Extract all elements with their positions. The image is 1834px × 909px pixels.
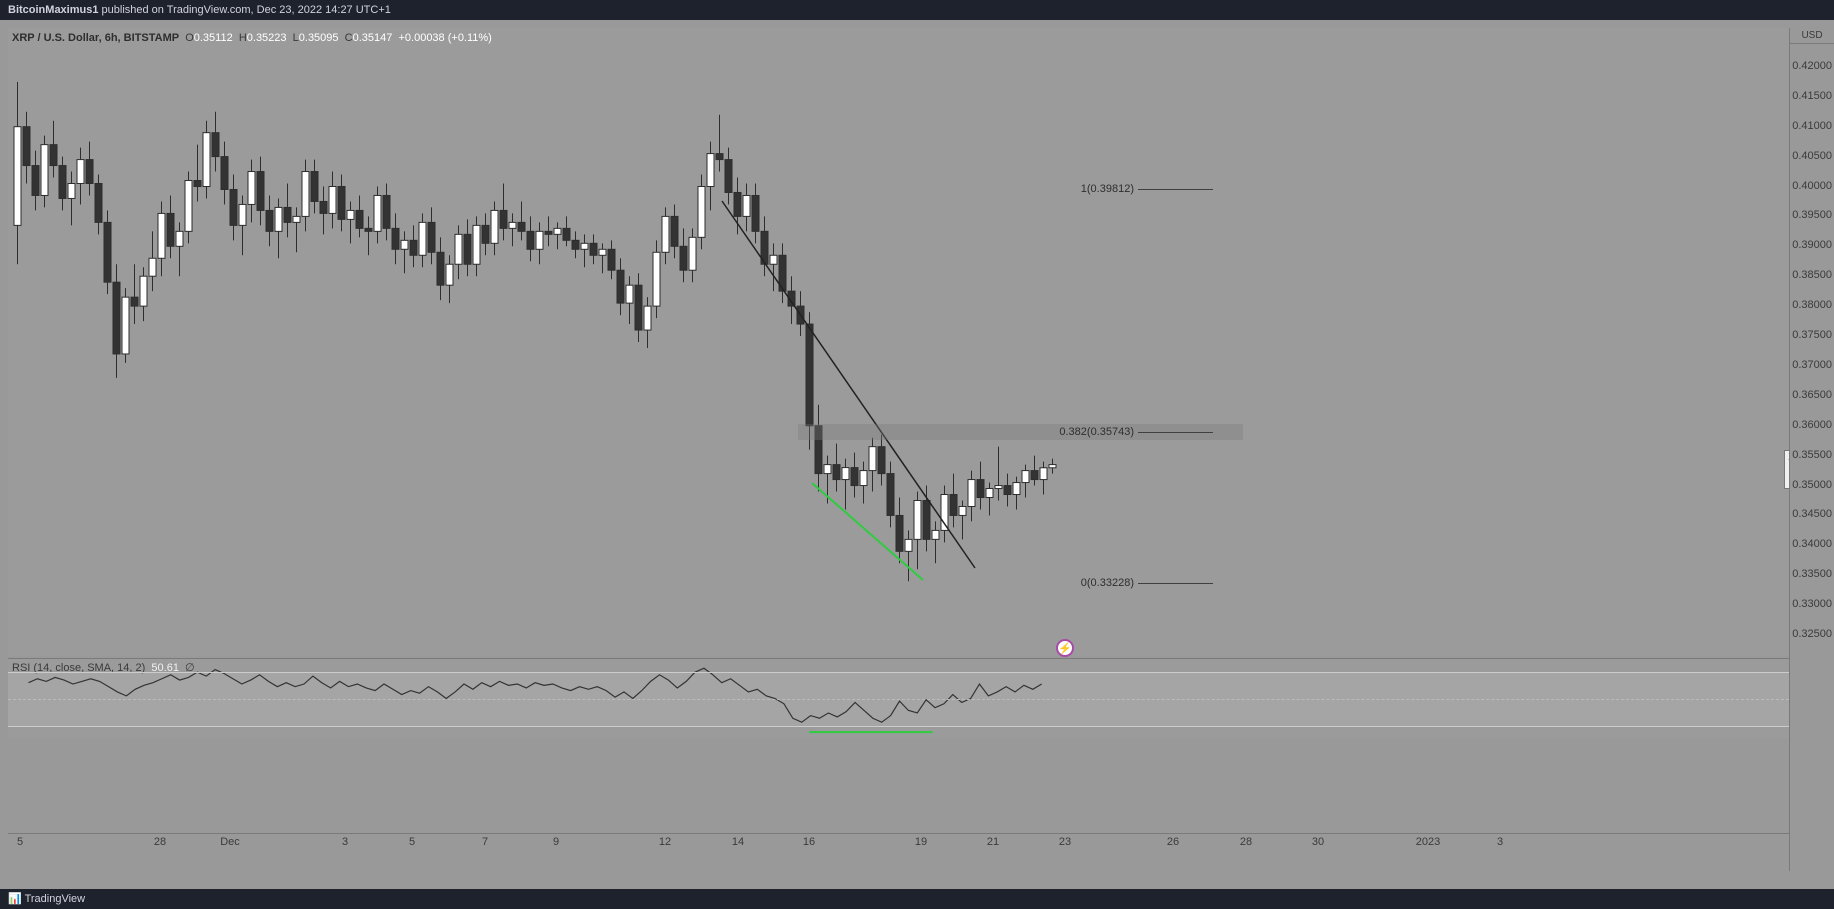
price-tick: 0.40000 [1792, 180, 1832, 192]
candlestick-chart[interactable] [8, 28, 1789, 656]
lightning-icon[interactable]: ⚡ [1056, 639, 1074, 657]
time-tick: 28 [154, 836, 166, 848]
time-tick: 21 [987, 836, 999, 848]
header-username: BitcoinMaximus1 [8, 4, 98, 16]
footer-bar: 📊 TradingView [0, 889, 1834, 909]
price-tick: 0.39000 [1792, 239, 1832, 251]
chart-area[interactable]: XRP / U.S. Dollar, 6h, BITSTAMP O0.35112… [8, 28, 1789, 871]
time-tick: 7 [482, 836, 488, 848]
price-tick: 0.35000 [1792, 479, 1832, 491]
price-tick: 0.35500 [1792, 449, 1832, 461]
footer-brand: TradingView [25, 893, 86, 905]
time-axis: 5 28 Dec 3 5 7 9 12 14 16 19 21 23 26 28 30 2023 3 [8, 833, 1789, 851]
time-tick: 23 [1059, 836, 1071, 848]
price-tick: 0.39500 [1792, 209, 1832, 221]
price-axis: USD 0.42000 0.41500 0.41000 0.40500 0.40000 0… [1789, 28, 1834, 871]
price-tick: 0.41000 [1792, 120, 1832, 132]
time-tick: 16 [803, 836, 815, 848]
rsi-panel[interactable]: RSI (14, close, SMA, 14, 2) 50.61 ∅ 60.0… [8, 658, 1789, 738]
fib-label: 0(0.33228) [1081, 577, 1134, 589]
price-tick: 0.38500 [1792, 269, 1832, 281]
header-published: published on TradingView.com, [102, 4, 254, 16]
fib-label: 0.382(0.35743) [1059, 426, 1134, 438]
time-tick: 28 [1240, 836, 1252, 848]
time-tick: 19 [915, 836, 927, 848]
chart-container: XRP / U.S. Dollar, 6h, BITSTAMP O0.35112… [0, 20, 1834, 909]
price-tick: 0.33500 [1792, 568, 1832, 580]
time-tick: 26 [1167, 836, 1179, 848]
time-tick: 14 [732, 836, 744, 848]
time-tick: 12 [659, 836, 671, 848]
time-tick: 9 [553, 836, 559, 848]
price-tick: 0.37000 [1792, 359, 1832, 371]
main-price-panel[interactable]: XRP / U.S. Dollar, 6h, BITSTAMP O0.35112… [8, 28, 1789, 656]
time-tick: Dec [220, 836, 240, 848]
time-tick: 30 [1312, 836, 1324, 848]
header-bar: BitcoinMaximus1 published on TradingView… [0, 0, 1834, 20]
price-tick: 0.33000 [1792, 598, 1832, 610]
fib-line [1138, 432, 1213, 433]
time-tick: 2023 [1416, 836, 1440, 848]
price-tick: 0.36000 [1792, 419, 1832, 431]
price-tick: 0.36500 [1792, 389, 1832, 401]
price-tick: 0.34500 [1792, 508, 1832, 520]
tradingview-logo: 📊 [8, 893, 25, 905]
time-tick: 3 [1497, 836, 1503, 848]
fib-line [1138, 583, 1213, 584]
price-tick: 0.37500 [1792, 329, 1832, 341]
price-axis-unit: USD [1790, 28, 1834, 44]
price-tick: 0.40500 [1792, 150, 1832, 162]
time-tick: 5 [409, 836, 415, 848]
price-tick: 0.32500 [1792, 628, 1832, 640]
price-tick: 0.42000 [1792, 60, 1832, 72]
time-tick: 3 [342, 836, 348, 848]
price-tick: 0.38000 [1792, 299, 1832, 311]
fib-line [1138, 189, 1213, 190]
time-tick: 5 [17, 836, 23, 848]
price-tick: 0.34000 [1792, 538, 1832, 550]
fib-label: 1(0.39812) [1081, 183, 1134, 195]
header-datetime: Dec 23, 2022 14:27 UTC+1 [257, 4, 391, 16]
price-tick: 0.41500 [1792, 90, 1832, 102]
